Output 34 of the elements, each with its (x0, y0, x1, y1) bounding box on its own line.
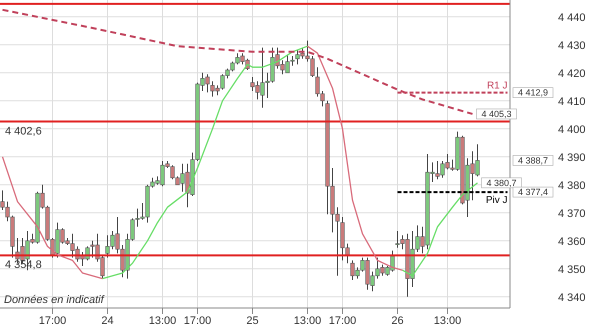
line-series (102, 46, 308, 280)
candlestick (290, 56, 295, 66)
series-label: Piv J (486, 195, 508, 206)
annotation: Données en indicatif (4, 294, 105, 306)
y-tick-label: 4 410 (558, 96, 586, 108)
y-tick-label: 4 400 (558, 124, 586, 136)
x-tick-label: 17:00 (184, 314, 212, 327)
ref-line-label: 4 402,6 (5, 125, 42, 138)
x-tick-label: 24 (101, 314, 114, 327)
y-tick-label: 4 430 (558, 40, 586, 52)
y-tick-label: 4 350 (558, 264, 586, 276)
data-label: 4 405,3 (481, 108, 512, 119)
data-label: 4 412,9 (518, 88, 548, 98)
data-label: 4 380,7 (486, 178, 517, 188)
x-tick-label: 17:00 (328, 314, 356, 327)
x-tick-label: 13:00 (434, 314, 462, 327)
y-tick-label: 4 340 (558, 292, 586, 304)
y-tick-label: 4 380 (558, 180, 586, 192)
line-series (2, 156, 104, 280)
line-series (306, 46, 404, 271)
data-label: 4 377,4 (518, 187, 548, 198)
y-tick-label: 4 420 (558, 68, 586, 80)
y-tick-label: 4 390 (558, 152, 586, 164)
y-tick-label: 4 370 (558, 208, 586, 220)
x-tick-label: 25 (246, 314, 259, 327)
y-tick-label: 4 360 (558, 236, 586, 248)
x-tick-label: 17:00 (38, 314, 66, 327)
line-series (402, 182, 478, 276)
y-tick-label: 4 440 (558, 12, 586, 24)
x-tick-label: 13:00 (148, 314, 176, 327)
series-label: R1 J (486, 80, 508, 92)
text: 4 388,7 (518, 155, 548, 166)
x-tick-label: 13:00 (294, 314, 322, 327)
x-tick-label: 26 (391, 314, 404, 327)
